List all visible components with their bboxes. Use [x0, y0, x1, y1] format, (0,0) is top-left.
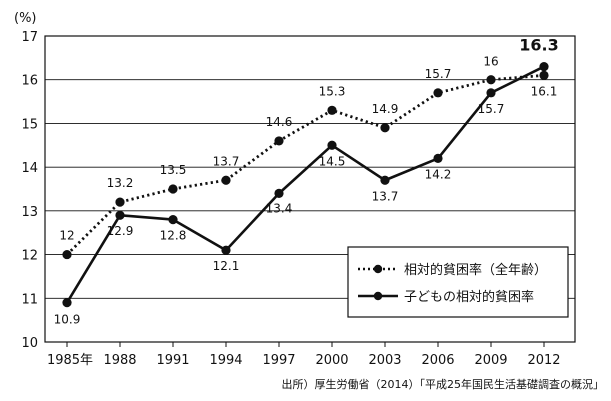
- point-overall: [115, 197, 125, 207]
- point-overall: [168, 184, 178, 194]
- point-overall: [274, 136, 284, 146]
- y-tick-label: 15: [21, 117, 38, 132]
- point-children: [380, 175, 390, 185]
- x-tick-label: 1997: [262, 353, 295, 368]
- y-tick-label: 16: [21, 74, 38, 89]
- point-children: [221, 245, 231, 255]
- data-label-overall: 15.3: [319, 84, 346, 98]
- x-tick-label: 2000: [315, 353, 348, 368]
- y-unit-label: (%): [14, 11, 37, 26]
- data-label-children: 16.3: [519, 36, 558, 55]
- y-tick-label: 13: [21, 205, 38, 220]
- point-children: [274, 188, 284, 198]
- data-label-children: 13.4: [266, 201, 293, 215]
- x-tick-label: 2012: [527, 353, 560, 368]
- y-tick-label: 11: [21, 292, 38, 307]
- plot-frame: [44, 35, 576, 343]
- point-children: [486, 88, 496, 98]
- x-tick-label: 1994: [209, 353, 242, 368]
- y-tick-label: 14: [21, 161, 38, 176]
- data-label-overall: 13.7: [213, 154, 240, 168]
- y-tick-label: 17: [21, 30, 38, 45]
- x-tick-label: 2006: [421, 353, 454, 368]
- legend: 相対的貧困率（全年齢） 子どもの相対的貧困率: [347, 246, 569, 318]
- data-label-overall: 15.7: [425, 67, 452, 81]
- data-label-overall: 12: [59, 229, 74, 243]
- point-children: [168, 215, 178, 225]
- legend-label-overall: 相対的貧困率（全年齢）: [404, 262, 547, 278]
- point-children: [539, 62, 549, 72]
- x-tick-label: 2003: [368, 353, 401, 368]
- series-line-overall: [66, 73, 545, 256]
- source-note: 出所）厚生労働省（2014）「平成25年国民生活基礎調査の概況」: [282, 377, 605, 391]
- x-tick-label: 1988: [103, 353, 136, 368]
- point-overall: [327, 105, 337, 115]
- series-line-children: [65, 65, 545, 304]
- data-label-overall: 16.1: [531, 84, 558, 98]
- legend-marker-dot-children: [373, 291, 383, 301]
- data-label-children: 13.7: [372, 189, 399, 203]
- point-children: [62, 298, 72, 308]
- y-tick-label: 10: [21, 336, 38, 351]
- series-layer: [62, 62, 549, 308]
- y-axis-ticks: 10 11 12 13 14 15 16 17: [21, 30, 38, 351]
- x-tick-label: 2009: [474, 353, 507, 368]
- data-label-children: 12.8: [160, 229, 187, 243]
- legend-label-children: 子どもの相対的貧困率: [404, 289, 534, 305]
- data-label-overall: 13.5: [160, 163, 187, 177]
- point-children: [327, 140, 337, 150]
- data-label-children: 15.7: [478, 102, 505, 116]
- legend-marker-dot-overall: [373, 264, 383, 274]
- data-labels: 12 13.2 13.5 13.7 14.6 15.3 14.9 15.7 16 16.1 10.9…: [54, 36, 559, 327]
- data-label-overall: 13.2: [107, 176, 134, 190]
- data-label-overall: 14.6: [266, 115, 293, 129]
- point-overall: [486, 75, 496, 85]
- y-tick-label: 12: [21, 249, 38, 264]
- x-axis-ticks: 1985年 1988 1991 1994 1997 2000 2003 2006 2009 201…: [47, 342, 561, 368]
- point-overall: [62, 249, 72, 260]
- legend-box: [347, 246, 569, 318]
- point-overall: [433, 88, 443, 98]
- x-tick-label: 1991: [156, 353, 189, 368]
- data-label-children: 14.5: [319, 154, 346, 168]
- point-overall: [221, 175, 231, 185]
- data-label-children: 12.1: [213, 259, 240, 273]
- data-label-children: 12.9: [107, 224, 134, 238]
- point-children: [115, 210, 125, 220]
- data-label-children: 14.2: [425, 167, 452, 181]
- point-overall: [539, 70, 549, 80]
- data-label-overall: 16: [483, 55, 498, 69]
- data-label-overall: 14.9: [372, 102, 399, 116]
- point-overall: [380, 123, 390, 133]
- point-children: [433, 153, 443, 163]
- x-tick-label: 1985年: [47, 353, 93, 368]
- data-label-children: 10.9: [54, 313, 81, 327]
